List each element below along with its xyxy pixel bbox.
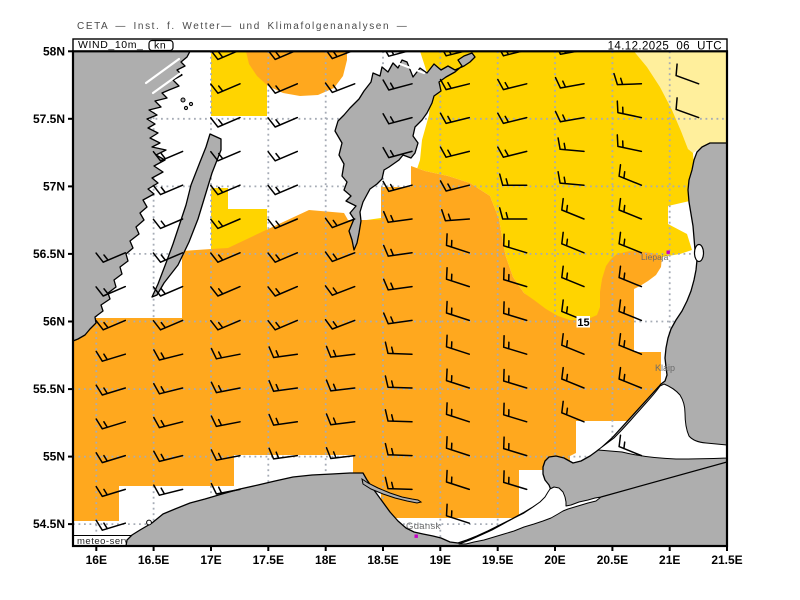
svg-text:21.5E: 21.5E xyxy=(711,553,742,567)
svg-text:WIND_10m_: WIND_10m_ xyxy=(78,39,144,51)
svg-text:56.5N: 56.5N xyxy=(33,247,65,261)
svg-text:20.5E: 20.5E xyxy=(597,553,628,567)
svg-text:Liepaja: Liepaja xyxy=(641,252,669,262)
svg-text:15: 15 xyxy=(577,317,589,329)
svg-text:CETA — Inst. f. Wetter— und Kl: CETA — Inst. f. Wetter— und Klimafolgena… xyxy=(77,21,408,32)
svg-text:56N: 56N xyxy=(43,315,65,329)
svg-text:57N: 57N xyxy=(43,179,65,193)
svg-text:14.12.2025 06 UTC: 14.12.2025 06 UTC xyxy=(608,41,722,53)
svg-text:Klaip: Klaip xyxy=(655,363,675,373)
svg-text:19.5E: 19.5E xyxy=(482,553,513,567)
svg-text:18.5E: 18.5E xyxy=(367,553,398,567)
svg-text:meteo-serv: meteo-serv xyxy=(77,536,130,547)
svg-text:16E: 16E xyxy=(86,553,107,567)
svg-text:55N: 55N xyxy=(43,450,65,464)
svg-text:54.5N: 54.5N xyxy=(33,517,65,531)
svg-text:16.5E: 16.5E xyxy=(138,553,169,567)
svg-text:21E: 21E xyxy=(659,553,680,567)
svg-text:Gdansk: Gdansk xyxy=(406,521,441,532)
svg-text:20E: 20E xyxy=(544,553,565,567)
svg-text:58N: 58N xyxy=(43,44,65,58)
svg-text:55.5N: 55.5N xyxy=(33,382,65,396)
svg-text:19E: 19E xyxy=(430,553,451,567)
svg-text:18E: 18E xyxy=(315,553,336,567)
svg-text:17.5E: 17.5E xyxy=(253,553,284,567)
svg-text:kn: kn xyxy=(154,39,166,51)
svg-text:17E: 17E xyxy=(200,553,221,567)
svg-text:57.5N: 57.5N xyxy=(33,112,65,126)
